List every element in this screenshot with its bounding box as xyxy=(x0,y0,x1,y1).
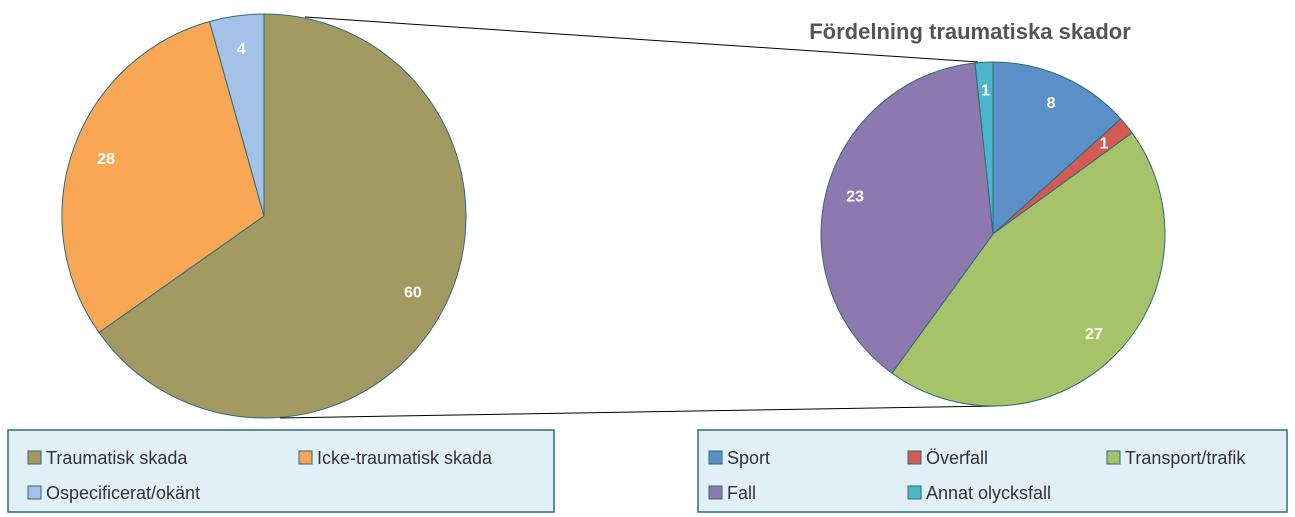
legend-swatch xyxy=(298,450,313,465)
connector-line xyxy=(304,16,979,63)
legend-label: Sport xyxy=(727,448,770,468)
legend-box xyxy=(697,429,1288,513)
legend-swatch xyxy=(708,485,723,500)
data-label: 27 xyxy=(1085,326,1103,343)
legend-label: Icke-traumatisk skada xyxy=(317,448,493,468)
data-label: 1 xyxy=(1099,135,1108,152)
legend-label: Överfall xyxy=(926,448,988,468)
legend-label: Traumatisk skada xyxy=(46,448,188,468)
legend-swatch xyxy=(907,450,922,465)
data-label: 23 xyxy=(846,188,864,205)
data-label: 1 xyxy=(981,83,990,100)
pie-slice xyxy=(98,13,467,419)
legend-swatch xyxy=(27,450,42,465)
pie-slice xyxy=(974,61,994,235)
pie-slice xyxy=(820,62,994,374)
legend-label: Annat olycksfall xyxy=(926,483,1051,503)
chart-title: Fördelning traumatiska skador xyxy=(809,19,1131,44)
legend-label: Ospecificerat/okänt xyxy=(46,483,200,503)
data-label: 4 xyxy=(237,41,246,58)
pie-slice xyxy=(891,132,1166,407)
legend-swatch xyxy=(1106,450,1121,465)
data-label: 60 xyxy=(404,284,422,301)
legend-swatch xyxy=(27,485,42,500)
legend-swatch xyxy=(907,485,922,500)
data-label: 28 xyxy=(97,151,115,168)
legend-swatch xyxy=(708,450,723,465)
connector-line xyxy=(279,405,998,419)
pie-slice xyxy=(208,13,265,217)
legend-label: Fall xyxy=(727,483,756,503)
legend-label: Transport/trafik xyxy=(1125,448,1246,468)
legend-box xyxy=(7,429,555,513)
pie-slice xyxy=(61,20,265,334)
pie-slice xyxy=(992,61,1122,236)
data-label: 8 xyxy=(1047,95,1056,112)
